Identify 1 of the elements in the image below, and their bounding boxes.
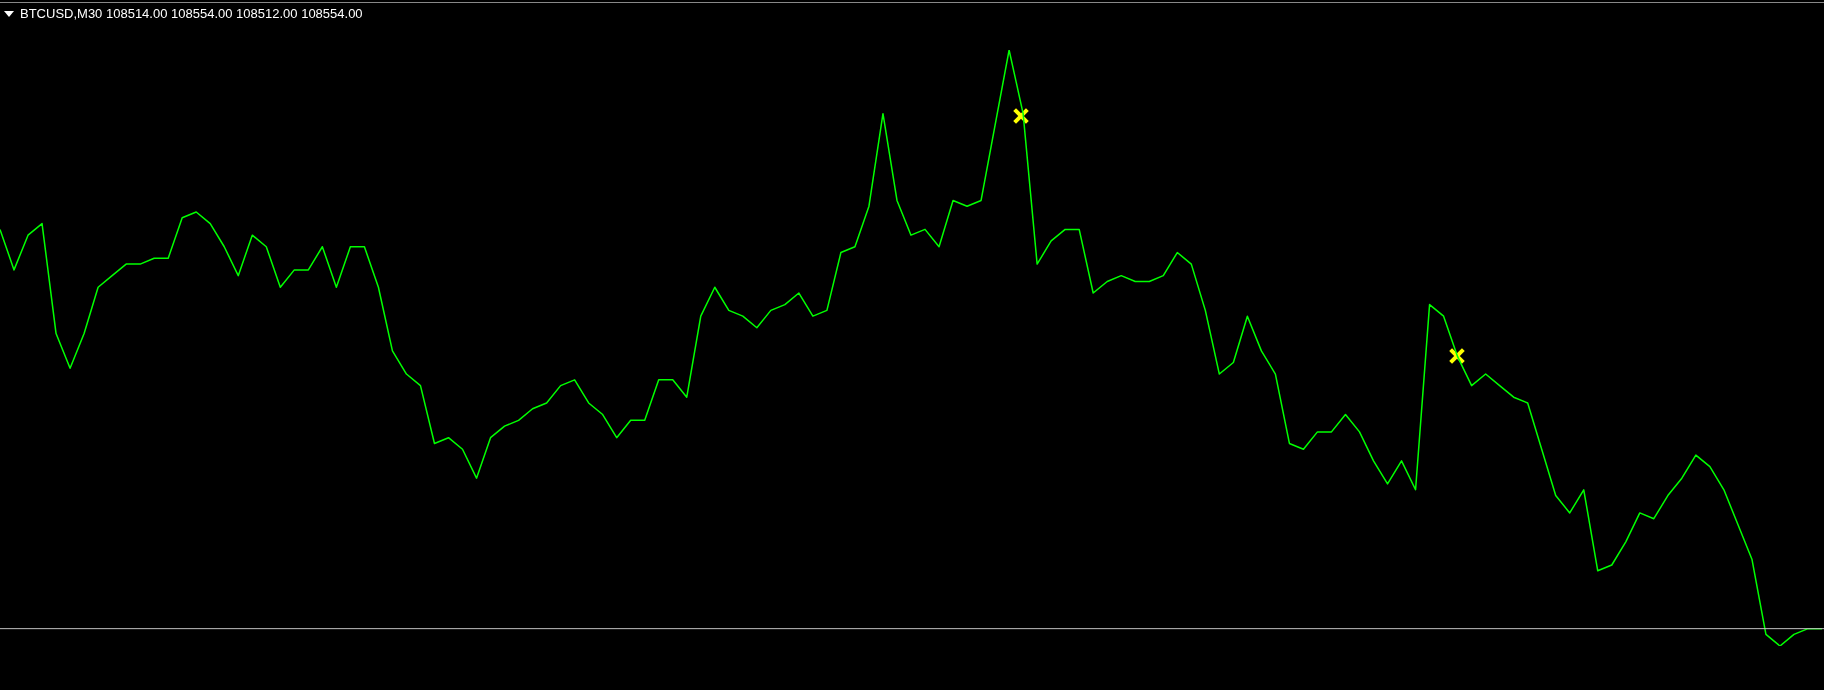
chart-title: BTCUSD,M30 108514.00 108554.00 108512.00 108554.00	[20, 6, 363, 21]
